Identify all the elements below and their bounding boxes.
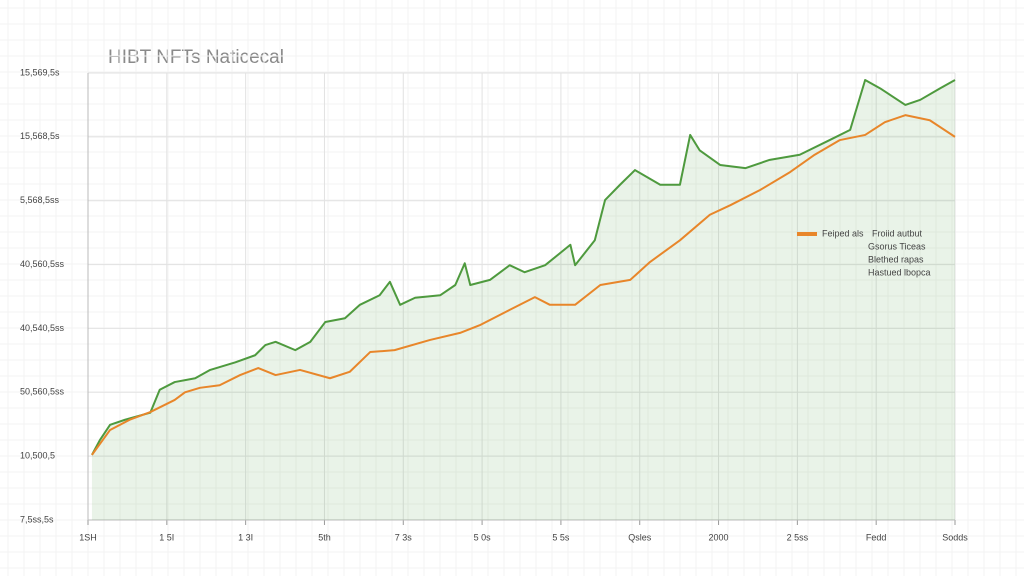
x-tick-label: 1 5I (159, 532, 174, 542)
y-tick-label: 40,560,5ss (20, 259, 65, 269)
x-tick-label: 7 3s (395, 532, 413, 542)
x-tick-label: 5 5s (552, 532, 570, 542)
area-fill (91, 80, 955, 520)
line-series (91, 79, 956, 456)
y-tick-label: 40,540,5ss (20, 323, 65, 333)
y-tick-label: 10,500,5 (20, 451, 55, 461)
legend-note: Gsorus Ticeas (868, 241, 926, 251)
x-tick-label: 2 5ss (787, 532, 809, 542)
legend-note: Hastued lbopca (868, 267, 931, 277)
y-tick-label: 7,5ss,5s (20, 514, 54, 524)
y-tick-label: 5,568,5ss (20, 195, 60, 205)
chart-title: HIBT NFTs Naticecal (108, 47, 284, 68)
legend-note: Froiid autbut (872, 228, 923, 238)
x-tick-label: 5 0s (474, 532, 492, 542)
legend-note: Blethed rapas (868, 254, 924, 264)
x-tick-label: 1SH (79, 532, 97, 542)
y-tick-label: 15,569,5s (20, 67, 60, 77)
x-tick-label: Qsles (628, 532, 652, 542)
x-tick-label: 5th (318, 532, 331, 542)
line-series (91, 114, 956, 456)
x-tick-label: Fedd (866, 532, 887, 542)
y-tick-label: 50,560,5ss (20, 387, 65, 397)
legend-label: Feiped als (822, 228, 864, 238)
x-tick-label: Sodds (942, 532, 968, 542)
x-tick-label: 1 3I (238, 532, 253, 542)
y-tick-label: 15,568,5s (20, 131, 60, 141)
x-tick-label: 2000 (709, 532, 729, 542)
